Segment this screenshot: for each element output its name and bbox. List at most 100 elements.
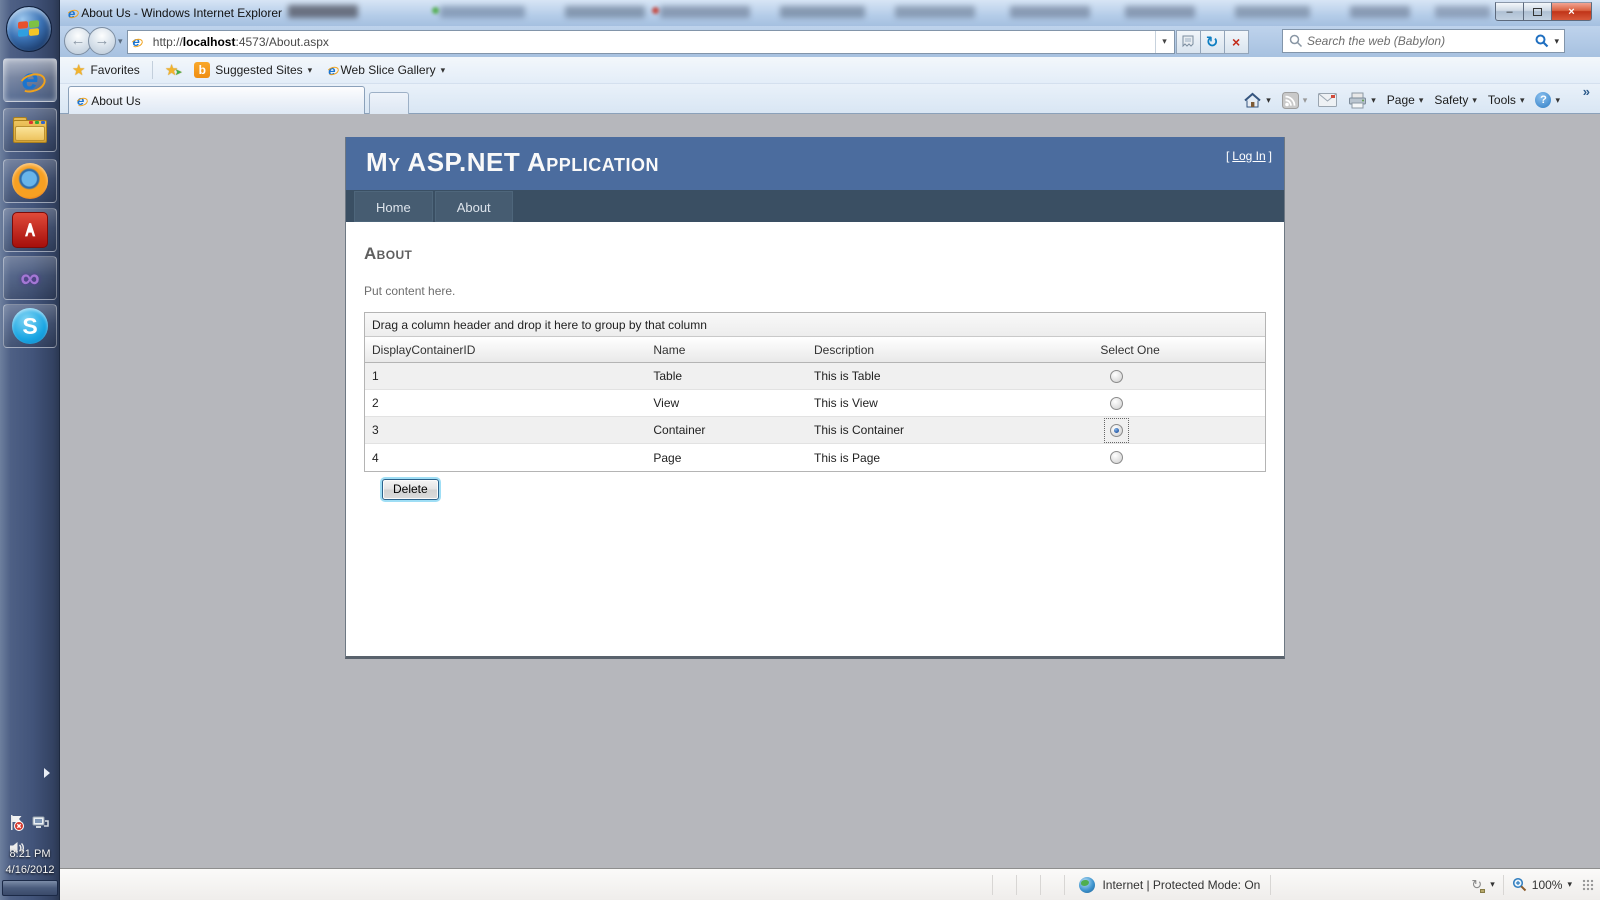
tab-favicon: e (77, 93, 85, 108)
action-center-icon[interactable] (8, 814, 26, 832)
windows-logo-icon (18, 19, 40, 39)
refresh-button[interactable]: ↻ (1199, 29, 1225, 54)
search-go[interactable]: ▾ (1535, 34, 1559, 48)
cell-id: 1 (372, 369, 379, 383)
safety-menu-label: Safety (1434, 93, 1469, 107)
cell-id: 4 (372, 450, 379, 465)
taskbar-item-visual-studio[interactable]: ∞ (3, 256, 57, 300)
compatibility-zone-icon[interactable]: ↻ (1471, 877, 1486, 893)
site-title: My ASP.NET Application (366, 147, 659, 177)
show-desktop-button[interactable] (2, 880, 58, 896)
tab-label: About Us (91, 93, 141, 108)
address-bar-row: ← → ▾ e http://localhost:4573/About.aspx… (60, 26, 1600, 72)
status-segment (969, 874, 994, 895)
search-box[interactable]: Search the web (Babylon) ▾ (1282, 29, 1565, 53)
divider (151, 61, 153, 79)
taskbar-item-firefox[interactable] (3, 159, 57, 203)
security-zone: Internet | Protected Mode: On (1069, 874, 1272, 895)
favorites-bar: ★ Favorites ★ ➤ b Suggested Sites ▾ e Web… (60, 57, 1600, 84)
forward-button[interactable]: → (88, 26, 116, 55)
nav-tab-about[interactable]: About (434, 191, 513, 222)
back-button[interactable]: ← (64, 26, 92, 55)
table-row: 2 View This is View (365, 390, 1265, 417)
grid-group-hint[interactable]: Drag a column header and drop it here to… (365, 313, 1265, 337)
chevron-down-icon: ▾ (1567, 879, 1572, 889)
internet-explorer-icon: e (21, 63, 39, 96)
help-icon: ? (1535, 92, 1552, 108)
recent-pages-dropdown[interactable]: ▾ (118, 36, 123, 46)
add-favorite-icon: ★ ➤ (164, 62, 183, 79)
show-hidden-icons-button[interactable] (44, 768, 50, 778)
web-slice-label: Web Slice Gallery (340, 63, 436, 77)
redacted-ghost (660, 6, 750, 18)
row-radio[interactable] (1110, 369, 1124, 383)
network-icon[interactable] (32, 815, 50, 831)
new-tab-button[interactable] (369, 92, 409, 114)
close-button[interactable]: × (1551, 2, 1592, 21)
read-mail-button[interactable] (1316, 91, 1339, 109)
row-radio[interactable] (1110, 396, 1124, 410)
window-title: About Us - Windows Internet Explorer (81, 6, 282, 20)
favorites-label: Favorites (90, 63, 140, 77)
cell-id: 2 (372, 396, 379, 410)
column-header-select-one[interactable]: Select One (1100, 342, 1160, 357)
clock-time[interactable]: 8:21 PM (9, 848, 51, 860)
address-field[interactable]: e http://localhost:4573/About.aspx ▾ (126, 29, 1175, 54)
status-segment (1041, 874, 1066, 895)
row-radio[interactable] (1110, 451, 1124, 464)
suggested-sites-icon: b (194, 62, 211, 78)
table-row: 4 Page This is Page (365, 444, 1265, 471)
web-slice-gallery-button[interactable]: e Web Slice Gallery ▾ (320, 59, 453, 81)
tools-menu[interactable]: Tools ▾ (1487, 93, 1525, 107)
adobe-reader-icon (12, 212, 48, 248)
home-button[interactable]: ▾ (1241, 90, 1273, 111)
taskbar-item-windows-explorer[interactable] (3, 108, 57, 152)
favorites-button[interactable]: ★ Favorites (64, 59, 148, 81)
log-in-link[interactable]: Log In (1232, 149, 1266, 163)
folder-icon (13, 117, 47, 143)
favorites-star-icon: ★ (72, 62, 86, 79)
stop-button[interactable]: × (1223, 29, 1249, 54)
start-button[interactable] (6, 6, 52, 52)
table-row: 1 Table This is Table (365, 363, 1265, 390)
tab-about-us[interactable]: e About Us (68, 86, 365, 114)
add-to-favorites-button[interactable]: ★ ➤ (157, 59, 186, 81)
page-menu-label: Page (1386, 93, 1415, 107)
taskbar-item-adobe-reader[interactable] (3, 208, 57, 252)
column-header-name[interactable]: Name (653, 342, 686, 357)
cell-name: Page (653, 450, 682, 465)
help-button[interactable]: ? ▾ (1533, 90, 1562, 110)
page-menu[interactable]: Page ▾ (1386, 93, 1424, 107)
address-dropdown-button[interactable]: ▾ (1154, 30, 1174, 53)
search-dropdown-icon: ▾ (1554, 35, 1559, 46)
maximize-button[interactable] (1523, 2, 1552, 21)
overflow-chevron-icon[interactable]: » (1582, 84, 1590, 99)
taskbar-item-skype[interactable]: S (3, 304, 57, 348)
redacted-ghost (1010, 6, 1090, 18)
minimize-button[interactable]: – (1495, 2, 1524, 21)
cell-id: 3 (372, 423, 379, 437)
delete-button[interactable]: Delete (382, 479, 439, 500)
zoom-control[interactable]: 100% ▾ (1512, 877, 1572, 892)
table-row: 3 Container This is Container (365, 417, 1265, 444)
chevron-down-icon[interactable]: ▾ (1490, 879, 1495, 889)
search-icon (1289, 34, 1303, 48)
status-segment (993, 874, 1018, 895)
print-button[interactable]: ▾ (1346, 90, 1378, 111)
redacted-ghost (565, 6, 645, 18)
browser-viewport: My ASP.NET Application [Log In] Home Abo… (60, 114, 1600, 868)
compatibility-view-button[interactable] (1175, 29, 1201, 54)
resize-grip[interactable] (1582, 878, 1594, 891)
safety-menu[interactable]: Safety ▾ (1434, 93, 1477, 107)
column-header-description[interactable]: Description (814, 342, 875, 357)
column-header-displaycontainerid[interactable]: DisplayContainerID (372, 342, 476, 357)
status-segment (1017, 874, 1042, 895)
feeds-button[interactable]: ▾ (1280, 90, 1310, 111)
redacted-ghost (1235, 6, 1310, 18)
suggested-sites-button[interactable]: b Suggested Sites ▾ (186, 59, 320, 81)
clock-date[interactable]: 4/16/2012 (5, 864, 55, 876)
volume-icon[interactable] (8, 840, 26, 856)
row-radio[interactable] (1110, 423, 1124, 437)
nav-tab-home[interactable]: Home (354, 191, 433, 222)
taskbar-item-internet-explorer[interactable]: e (3, 58, 57, 102)
